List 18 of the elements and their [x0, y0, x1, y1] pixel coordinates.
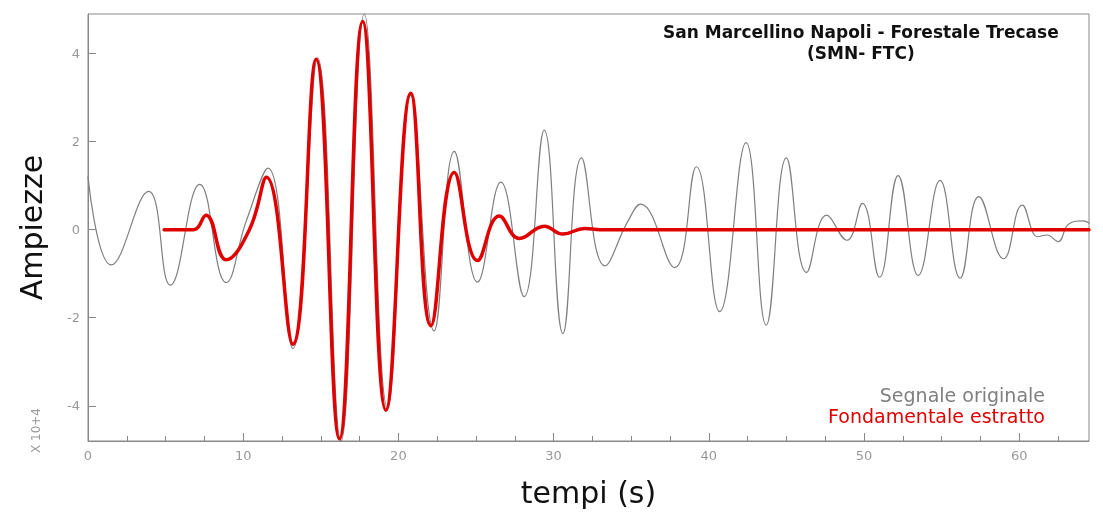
x-axis-title: tempi (s): [520, 474, 657, 510]
y-tick-label: -2: [67, 310, 80, 326]
x-tick-label: 30: [545, 448, 562, 463]
y-axis-title: Ampiezze: [13, 154, 49, 301]
y-tick-label: -4: [67, 398, 80, 414]
x-tick-label: 20: [390, 448, 407, 463]
x-tick-label: 60: [1010, 448, 1028, 463]
text: Segnale originale: [879, 383, 1045, 406]
y-tick-label: 2: [71, 134, 80, 150]
text: (SMN- FTC): [807, 42, 915, 63]
x-tick-label: 10: [234, 448, 252, 463]
y-tick-label: 0: [71, 222, 80, 238]
x-tick-label: 40: [700, 448, 718, 463]
x-tick-label: 50: [855, 448, 873, 463]
x-tick-label: 0: [83, 448, 93, 463]
y-tick-label: 4: [71, 46, 80, 62]
text: X 10+4: [29, 407, 43, 453]
text: San Marcellino Napoli - Forestale Trecase: [662, 21, 1059, 42]
